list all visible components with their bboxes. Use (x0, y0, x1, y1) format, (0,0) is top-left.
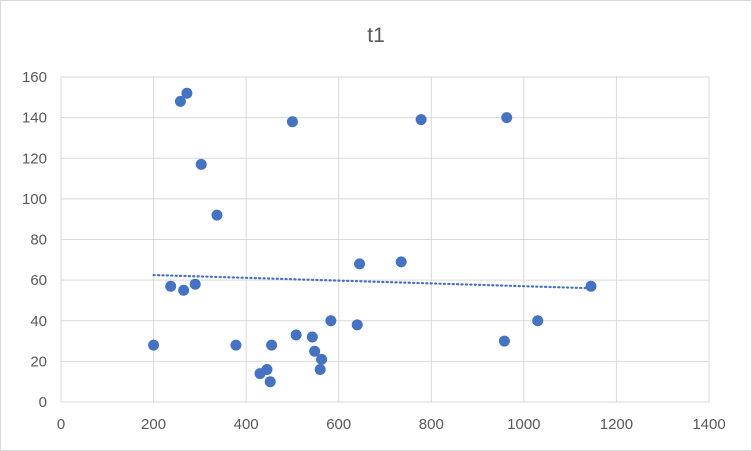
scatter-point (189, 278, 201, 290)
x-tick-label: 1400 (692, 416, 725, 433)
scatter-point (306, 331, 318, 343)
scatter-point (181, 87, 193, 99)
y-tick-label: 20 (30, 353, 47, 370)
x-tick-label: 200 (141, 416, 166, 433)
scatter-point (174, 95, 186, 107)
scatter-point (351, 319, 363, 331)
scatter-point (290, 329, 302, 341)
scatter-point (230, 339, 242, 351)
scatter-point (415, 114, 427, 126)
scatter-point (532, 315, 544, 327)
y-tick-label: 40 (30, 313, 47, 330)
x-tick-label: 600 (326, 416, 351, 433)
scatter-point (264, 376, 276, 388)
scatter-point (354, 258, 366, 270)
y-tick-label: 140 (22, 110, 47, 127)
x-tick-label: 0 (57, 416, 65, 433)
scatter-point (316, 353, 328, 365)
x-tick-label: 1200 (600, 416, 633, 433)
chart-title: t1 (367, 24, 385, 47)
scatter-point (148, 339, 160, 351)
y-tick-label: 120 (22, 150, 47, 167)
scatter-point (165, 280, 177, 292)
y-tick-label: 80 (30, 232, 47, 249)
x-tick-label: 1000 (507, 416, 540, 433)
y-tick-label: 100 (22, 191, 47, 208)
y-tick-label: 160 (22, 69, 47, 86)
x-tick-label: 800 (419, 416, 444, 433)
scatter-point (501, 112, 513, 124)
trendline-layer (152, 273, 593, 290)
scatter-point (314, 364, 326, 375)
scatter-point (211, 209, 223, 221)
x-tick-label: 400 (234, 416, 259, 433)
y-tick-label: 0 (39, 394, 47, 411)
gridlines (60, 76, 710, 403)
data-points (148, 87, 597, 388)
scatter-point (266, 339, 278, 351)
axis-labels: 0 20 40 60 80 100 120 140 160 0 200 400 600 800 1000 12… (22, 69, 726, 433)
scatter-point (325, 315, 337, 327)
scatter-point (585, 280, 597, 292)
scatter-point (286, 116, 298, 128)
y-tick-label: 60 (30, 272, 47, 289)
trendline (152, 273, 593, 290)
scatter-point (195, 158, 207, 170)
scatter-point (261, 364, 273, 375)
scatter-point (178, 284, 190, 296)
scatter-point (395, 256, 407, 268)
scatter-point (309, 345, 321, 357)
scatter-point (498, 335, 510, 347)
